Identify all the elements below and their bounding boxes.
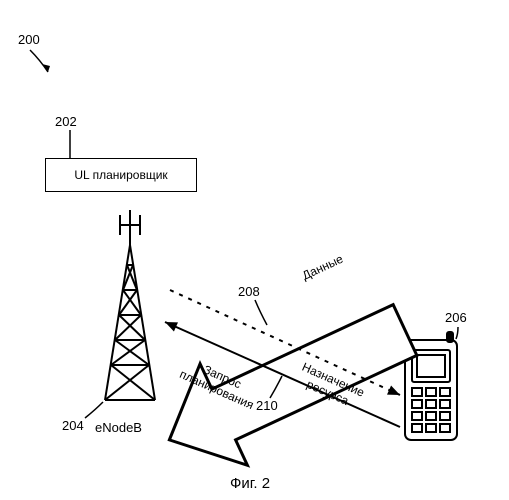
ref-206-leader <box>456 327 458 339</box>
tower-icon <box>105 210 155 400</box>
enodeb-label: eNodeB <box>95 420 142 435</box>
figure-caption: Фиг. 2 <box>230 475 270 492</box>
ref-208-leader <box>255 300 267 325</box>
scheduler-box: UL планировщик <box>45 158 197 192</box>
ref-204: 204 <box>62 418 84 433</box>
ref-200-leader <box>30 50 50 72</box>
scheduler-label: UL планировщик <box>74 168 167 182</box>
ref-206: 206 <box>445 310 467 325</box>
ref-202: 202 <box>55 114 77 129</box>
ref-208: 208 <box>238 284 260 299</box>
ref-200: 200 <box>18 32 40 47</box>
ref-204-leader <box>85 402 103 418</box>
